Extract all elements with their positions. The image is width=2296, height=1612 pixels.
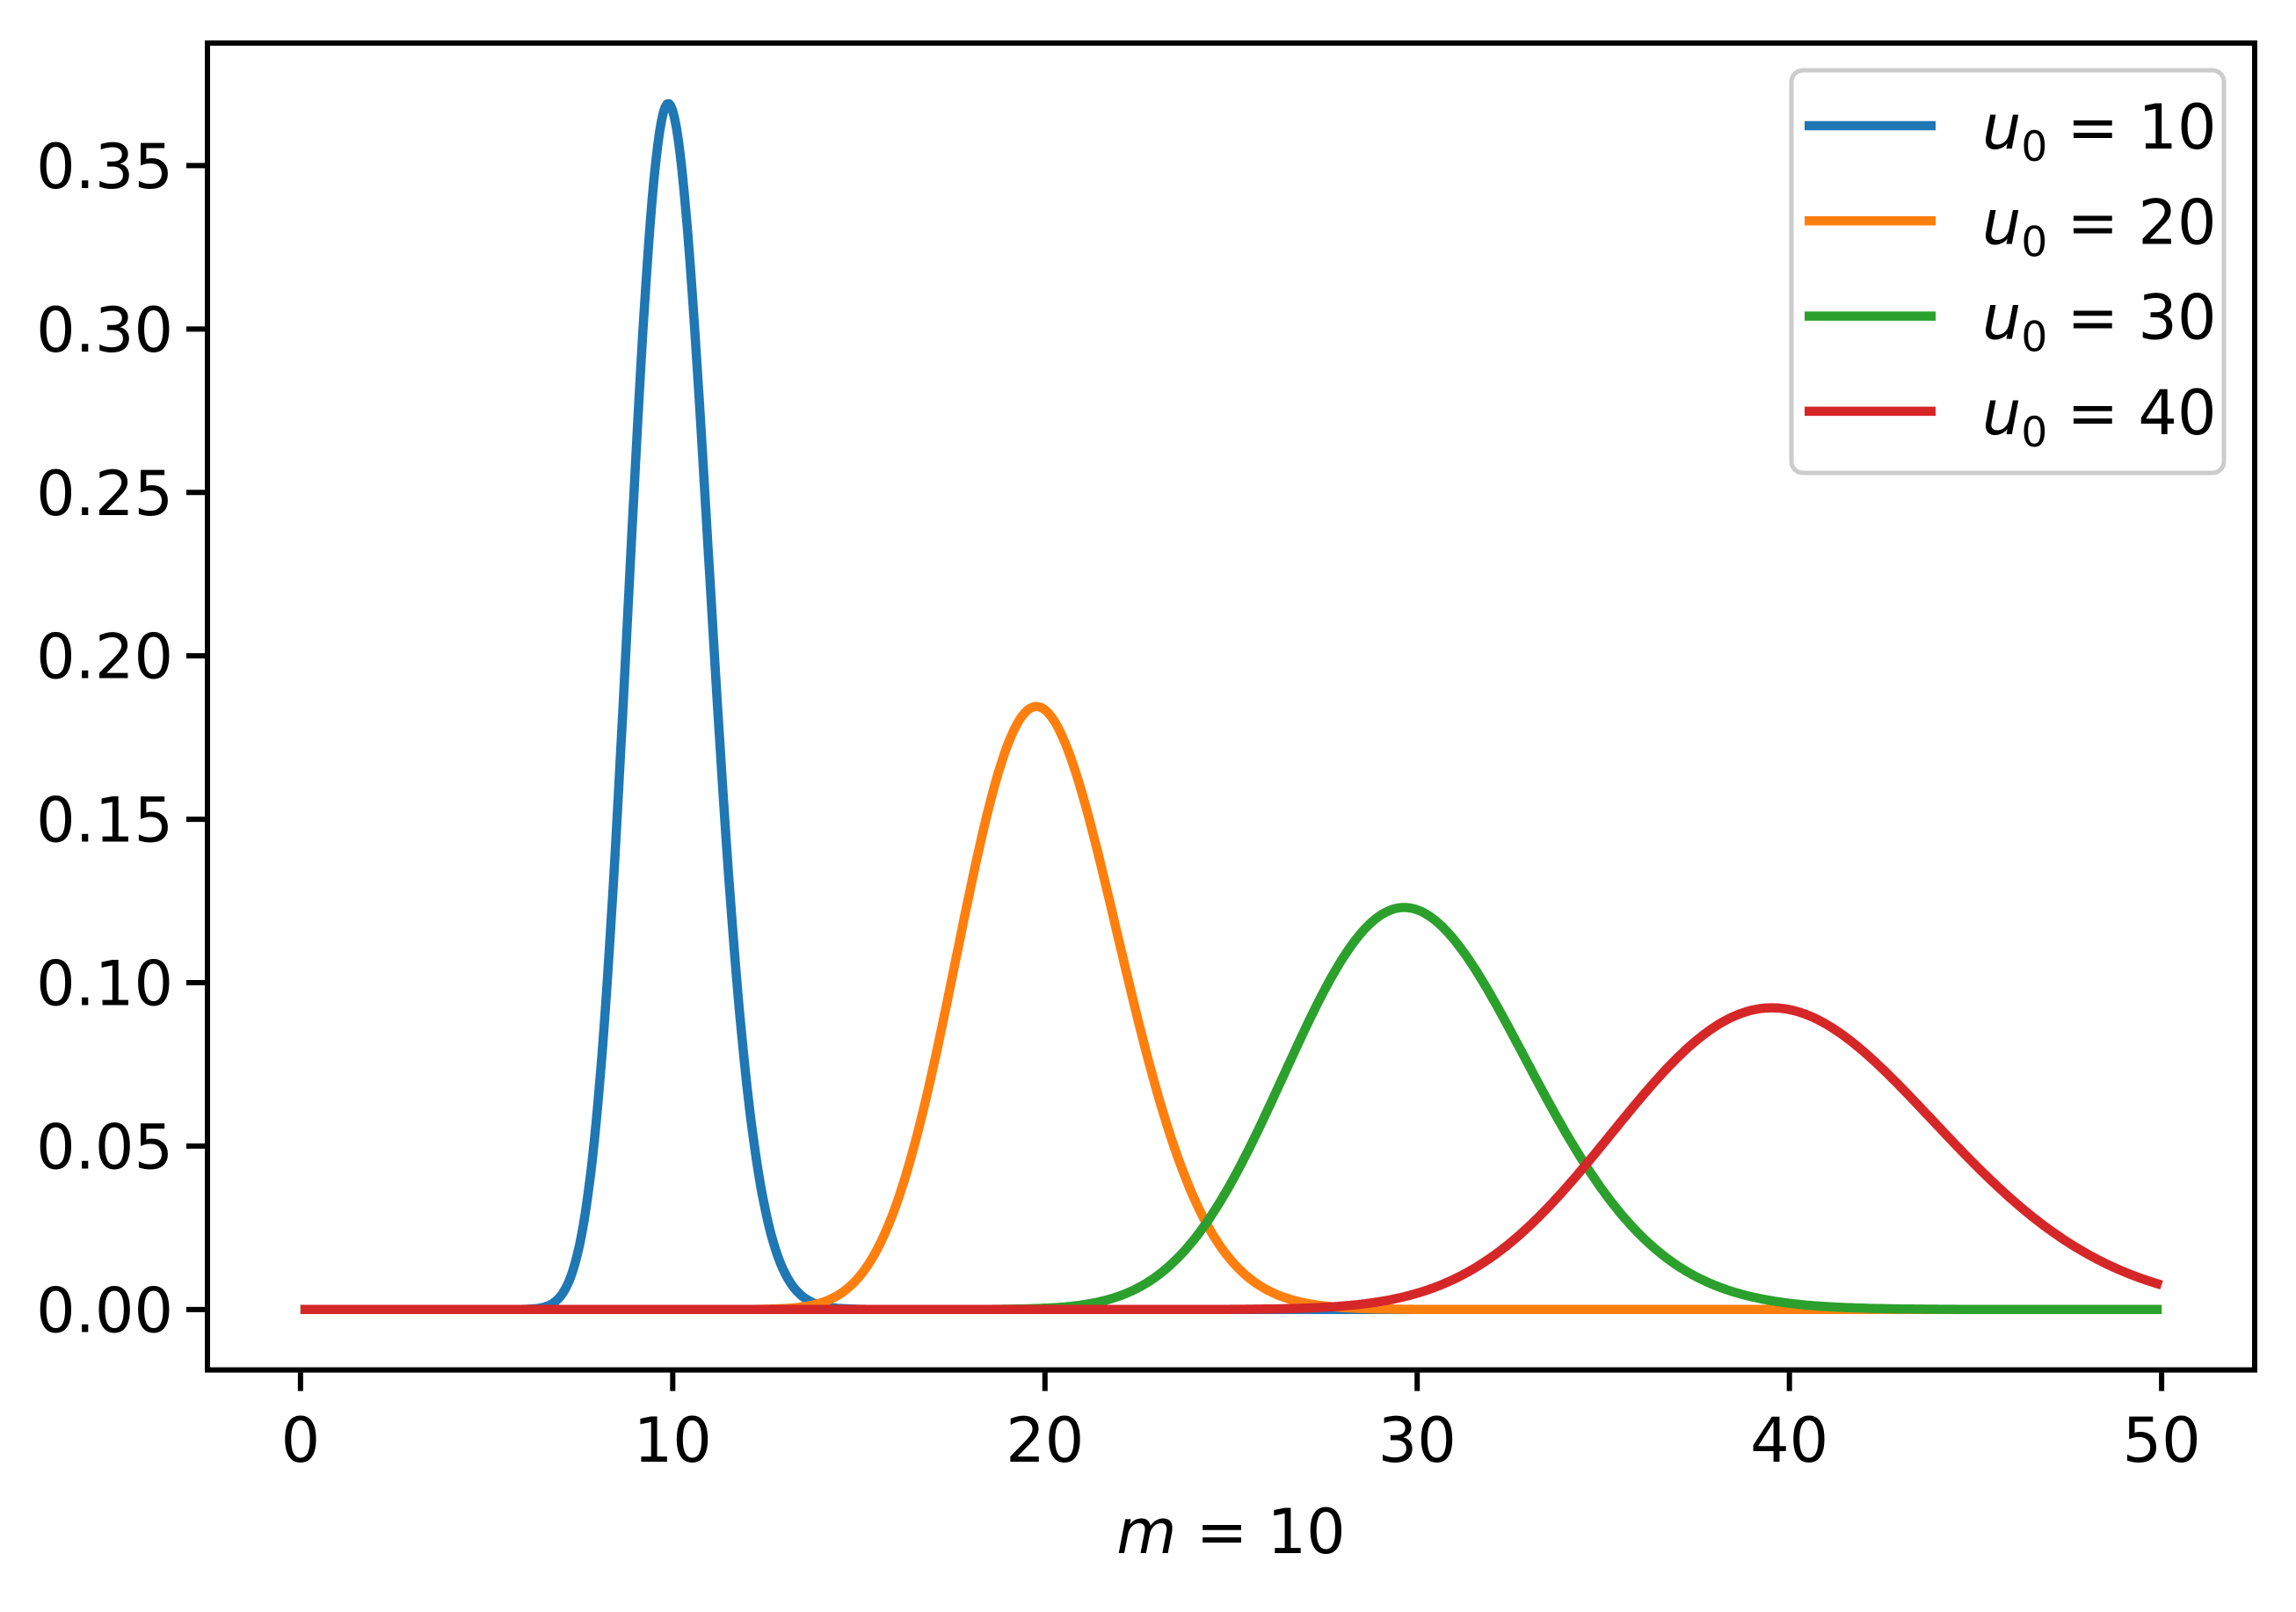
- y-tick-label-0.05: 0.05: [36, 1111, 173, 1183]
- plot-area-border: [205, 40, 2257, 1373]
- axes-layer: [186, 40, 2257, 1391]
- x-tick-label-50: 50: [2123, 1405, 2201, 1477]
- curve-u0-40: [297, 1003, 2165, 1315]
- y-tick-label-0.35: 0.35: [36, 131, 173, 203]
- legend: u0 = 10 u0 = 20 u0 = 30 u0 = 40: [1789, 68, 2227, 476]
- x-tick-label-30: 30: [1378, 1405, 1457, 1477]
- x-tick-label-10: 10: [634, 1405, 712, 1477]
- y-tick-label-0.20: 0.20: [36, 621, 173, 693]
- legend-frame: [1789, 68, 2227, 476]
- x-tick-label-40: 40: [1750, 1405, 1828, 1477]
- y-tick-label-0.00: 0.00: [36, 1274, 173, 1347]
- tick-labels-layer: 0 10 20 30 40 50 0.00 0.05 0.10 0.15 0.20 0.25 0.30 0…: [36, 131, 2201, 1568]
- x-tick-label-20: 20: [1006, 1405, 1084, 1477]
- y-tick-label-0.25: 0.25: [36, 458, 173, 530]
- y-tick-label-0.30: 0.30: [36, 294, 173, 367]
- legend-label-u0-20: u0 = 20: [1982, 186, 2217, 266]
- curves-layer: [297, 98, 2165, 1315]
- y-tick-label-0.10: 0.10: [36, 948, 173, 1020]
- legend-label-u0-30: u0 = 30: [1982, 282, 2217, 362]
- legend-label-u0-10: u0 = 10: [1982, 91, 2217, 171]
- y-tick-label-0.15: 0.15: [36, 785, 173, 857]
- x-axis-label: m = 10: [1116, 1496, 1345, 1568]
- x-tick-label-0: 0: [281, 1405, 321, 1477]
- legend-label-u0-40: u0 = 40: [1982, 377, 2217, 457]
